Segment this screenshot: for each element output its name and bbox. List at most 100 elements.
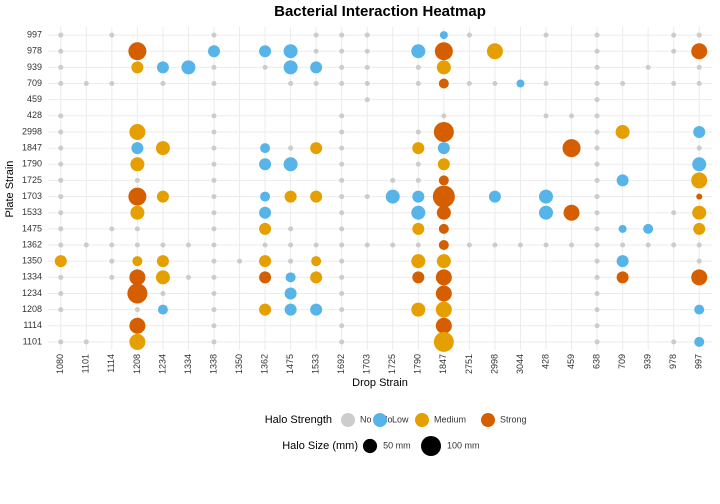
y-tick-label: 1208 bbox=[22, 304, 42, 314]
bubble bbox=[128, 187, 147, 206]
bubble bbox=[157, 304, 168, 315]
bubble bbox=[620, 242, 626, 248]
bubble bbox=[310, 271, 323, 284]
bubble bbox=[339, 81, 345, 87]
bubble bbox=[543, 81, 549, 87]
bubble bbox=[645, 242, 651, 248]
bubble bbox=[211, 113, 217, 119]
x-tick-label: 1533 bbox=[311, 354, 321, 374]
x-tick-label: 1350 bbox=[234, 354, 244, 374]
bubble bbox=[83, 81, 89, 87]
bubble bbox=[488, 190, 501, 203]
bubble bbox=[181, 60, 196, 75]
bubble bbox=[156, 61, 169, 74]
bubble bbox=[211, 323, 217, 329]
bubble bbox=[259, 222, 272, 235]
bubble bbox=[435, 301, 452, 318]
bubble bbox=[284, 190, 297, 203]
x-tick-label: 1334 bbox=[183, 354, 193, 374]
bubble bbox=[594, 177, 600, 183]
bubble bbox=[211, 339, 217, 345]
bubble bbox=[128, 42, 147, 61]
bubble bbox=[543, 32, 549, 38]
bubble bbox=[310, 61, 323, 74]
bubble bbox=[696, 258, 702, 264]
bubble bbox=[131, 61, 144, 74]
y-tick-label: 2998 bbox=[22, 126, 42, 136]
bubble bbox=[132, 256, 143, 267]
bubble bbox=[211, 242, 217, 248]
bubble bbox=[339, 129, 345, 135]
bubble bbox=[594, 97, 600, 103]
bubble bbox=[671, 48, 677, 54]
bubble bbox=[237, 258, 243, 264]
bubble bbox=[134, 177, 140, 183]
bubble bbox=[412, 271, 425, 284]
bubble bbox=[594, 226, 600, 232]
bubble bbox=[58, 194, 64, 200]
bubble bbox=[211, 307, 217, 313]
y-tick-label: 459 bbox=[27, 94, 42, 104]
bubble bbox=[288, 145, 294, 151]
bubble bbox=[539, 205, 553, 220]
bubble bbox=[339, 48, 345, 54]
bubble bbox=[284, 303, 297, 316]
x-tick-label: 1362 bbox=[259, 354, 269, 374]
x-tick-label: 1208 bbox=[132, 354, 142, 374]
x-tick-label: 939 bbox=[643, 354, 653, 369]
x-tick-label: 459 bbox=[566, 354, 576, 369]
x-axis-title: Drop Strain bbox=[352, 377, 408, 389]
bubble bbox=[620, 81, 626, 87]
x-tick-label: 978 bbox=[668, 354, 678, 369]
bubble bbox=[58, 242, 64, 248]
bubble bbox=[411, 302, 426, 317]
bubble bbox=[696, 32, 702, 38]
bubble bbox=[313, 32, 319, 38]
bubble bbox=[516, 79, 525, 88]
bubble bbox=[58, 290, 64, 296]
bubble bbox=[433, 121, 454, 142]
bubble bbox=[134, 226, 140, 232]
bubble bbox=[594, 145, 600, 151]
bubble bbox=[439, 31, 448, 40]
bubble bbox=[211, 32, 217, 38]
bubble bbox=[415, 177, 421, 183]
bubble bbox=[594, 242, 600, 248]
x-tick-label: 2998 bbox=[489, 354, 499, 374]
x-tick-label: 428 bbox=[540, 354, 550, 369]
bubble bbox=[435, 285, 452, 302]
bubble bbox=[411, 44, 426, 59]
strength-legend-title: Halo Strength bbox=[265, 414, 332, 426]
bubble bbox=[364, 32, 370, 38]
bubble bbox=[415, 242, 421, 248]
y-axis-title: Plate Strain bbox=[4, 161, 16, 218]
bubble bbox=[211, 210, 217, 216]
bubble bbox=[696, 145, 702, 151]
bubble bbox=[411, 205, 426, 220]
bubble bbox=[671, 242, 677, 248]
y-tick-label: 1847 bbox=[22, 143, 42, 153]
x-tick-label: 1338 bbox=[208, 354, 218, 374]
y-tick-label: 1533 bbox=[22, 207, 42, 217]
bubble bbox=[109, 258, 115, 264]
legend-label: Medium bbox=[434, 414, 466, 424]
bubble bbox=[283, 157, 298, 172]
x-tick-label: 2751 bbox=[464, 354, 474, 374]
legend-swatch bbox=[415, 413, 429, 427]
bubble bbox=[284, 287, 297, 300]
bubble bbox=[339, 64, 345, 70]
bubble bbox=[127, 283, 148, 304]
x-tick-label: 1114 bbox=[106, 354, 116, 373]
bubble bbox=[285, 272, 296, 283]
bubble bbox=[694, 336, 705, 347]
bubble bbox=[594, 323, 600, 329]
bubble bbox=[262, 64, 268, 70]
bubble bbox=[310, 190, 323, 203]
bubble bbox=[594, 48, 600, 54]
bubble bbox=[58, 210, 64, 216]
bubble bbox=[283, 60, 298, 75]
size-legend-swatch bbox=[421, 436, 441, 456]
bubble bbox=[563, 204, 580, 221]
bubble bbox=[645, 64, 651, 70]
bubble bbox=[339, 307, 345, 313]
